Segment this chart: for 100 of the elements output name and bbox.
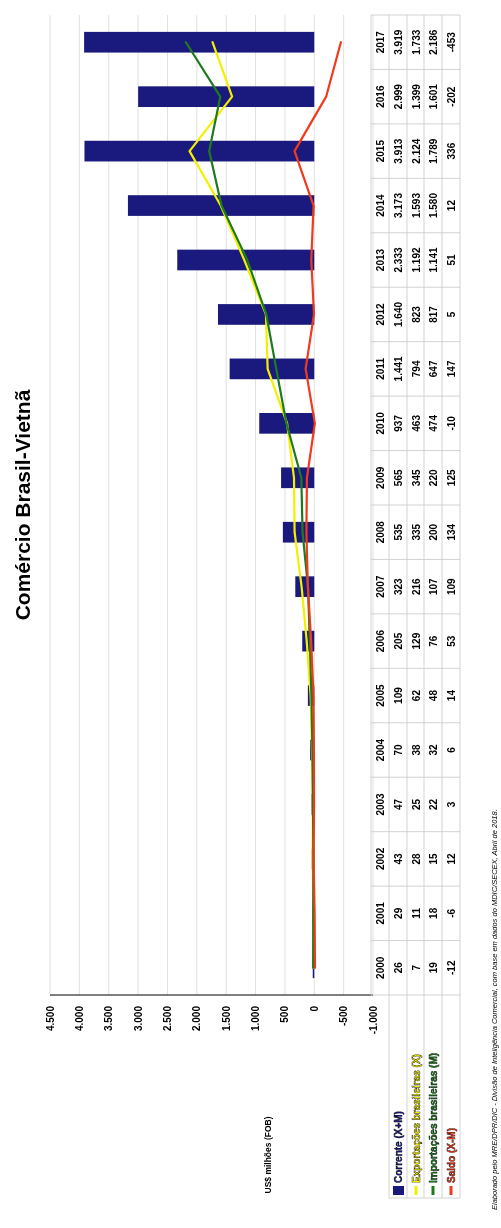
y-tick-label: 2000 xyxy=(374,956,386,979)
data-label: 794 xyxy=(410,360,422,378)
data-label: 11 xyxy=(410,907,422,919)
data-label: 535 xyxy=(392,523,404,541)
y-tick-label: 2006 xyxy=(374,629,386,653)
data-label: 51 xyxy=(445,254,457,266)
x-tick-label: -1.000 xyxy=(367,1005,379,1035)
x-tick-label: -500 xyxy=(338,1005,350,1027)
data-label: 463 xyxy=(410,414,422,432)
data-label: 109 xyxy=(445,577,457,596)
data-label: 345 xyxy=(410,469,422,487)
x-tick-label: 3.500 xyxy=(103,1005,115,1032)
x-tick-label: 500 xyxy=(279,1005,291,1023)
y-tick-label: 2007 xyxy=(374,575,386,598)
data-label: 6 xyxy=(445,746,457,753)
x-tick-label: 1.000 xyxy=(250,1005,262,1032)
x-tick-label: 4.000 xyxy=(73,1005,85,1032)
data-label: 43 xyxy=(392,852,404,865)
text: Comércio Brasil-Vietnã xyxy=(11,389,34,621)
data-label: 147 xyxy=(445,360,457,378)
data-label: 1.733 xyxy=(410,29,422,55)
y-tick-label: 2005 xyxy=(374,684,386,707)
data-label: 336 xyxy=(445,142,457,160)
text: Importações brasileiras (M) xyxy=(427,1052,439,1183)
data-label: 1.192 xyxy=(410,247,422,273)
x-tick-label: 2.500 xyxy=(161,1005,173,1032)
data-label: 1.640 xyxy=(392,301,404,327)
y-tick-label: 2008 xyxy=(374,520,386,544)
data-label: 7 xyxy=(410,964,422,971)
data-label: -6 xyxy=(445,908,457,918)
data-label: 3 xyxy=(445,801,457,808)
x-tick-label: 1.500 xyxy=(220,1005,232,1032)
data-label: 134 xyxy=(445,523,457,541)
data-label: 32 xyxy=(427,744,439,756)
x-tick-label: 4.500 xyxy=(44,1005,56,1032)
y-tick-label: 2010 xyxy=(374,411,386,435)
data-label: 12 xyxy=(445,199,457,212)
data-label: 565 xyxy=(392,469,404,487)
data-label: 109 xyxy=(392,686,404,704)
x-tick-label: 3.000 xyxy=(132,1005,144,1032)
data-label: 216 xyxy=(410,577,422,596)
data-label: 48 xyxy=(427,689,439,702)
text: Corrente (X+M) xyxy=(392,1111,404,1183)
data-label: 323 xyxy=(392,577,404,596)
data-label: 26 xyxy=(392,961,404,974)
data-label: 1.789 xyxy=(427,138,439,164)
data-label: 1.580 xyxy=(427,192,439,219)
y-tick-label: 2016 xyxy=(374,85,386,108)
data-label: 53 xyxy=(445,635,457,647)
data-label: 3.913 xyxy=(392,138,404,164)
y-tick-label: 2004 xyxy=(374,738,386,762)
data-label: 2.124 xyxy=(410,138,422,164)
data-label: 107 xyxy=(427,577,439,596)
data-label: 29 xyxy=(392,907,404,919)
data-label: 129 xyxy=(410,632,422,650)
text: Saldo (X-M) xyxy=(445,1128,457,1183)
data-label: 5 xyxy=(445,311,457,318)
data-label: -12 xyxy=(445,960,457,975)
data-label: 15 xyxy=(427,852,439,865)
data-label: 62 xyxy=(410,689,422,702)
data-label: 19 xyxy=(427,961,439,974)
data-label: 25 xyxy=(410,798,422,811)
data-label: 14 xyxy=(445,689,457,702)
data-label: -453 xyxy=(445,31,457,53)
data-label: 1.141 xyxy=(427,247,439,273)
y-tick-label: 2003 xyxy=(374,792,386,816)
x-tick-label: 2.000 xyxy=(191,1005,203,1032)
y-tick-label: 2015 xyxy=(374,139,386,163)
data-label: 28 xyxy=(410,852,422,865)
y-tick-label: 2012 xyxy=(374,302,386,326)
data-label: 817 xyxy=(427,305,439,323)
data-label: -202 xyxy=(445,86,457,107)
data-label: 1.399 xyxy=(410,83,422,110)
data-label: 3.919 xyxy=(392,29,404,55)
data-label: 1.441 xyxy=(392,355,404,382)
data-label: 474 xyxy=(427,414,439,432)
x-tick-label: 0 xyxy=(308,1005,320,1012)
data-label: 205 xyxy=(392,632,404,650)
data-label: 2.333 xyxy=(392,247,404,273)
data-label: 2.999 xyxy=(392,83,404,110)
data-label: 22 xyxy=(427,798,439,811)
data-label: 200 xyxy=(427,523,439,541)
data-label: 3.173 xyxy=(392,192,404,219)
data-label: 76 xyxy=(427,635,439,647)
text: Exportações brasileiras (X) xyxy=(410,1054,422,1183)
y-tick-label: 2013 xyxy=(374,248,386,272)
y-tick-label: 2002 xyxy=(374,847,386,871)
y-tick-label: 2001 xyxy=(374,901,386,925)
data-label: 125 xyxy=(445,469,457,487)
y-tick-label: 2009 xyxy=(374,466,386,489)
data-label: 937 xyxy=(392,414,404,432)
data-label: 647 xyxy=(427,360,439,378)
data-label: 335 xyxy=(410,523,422,541)
data-label: 12 xyxy=(445,852,457,865)
data-label: 2.186 xyxy=(427,29,439,55)
y-tick-label: 2011 xyxy=(374,357,386,380)
data-label: 47 xyxy=(392,798,404,811)
y-tick-label: 2014 xyxy=(374,194,386,217)
data-label: 1.601 xyxy=(427,83,439,110)
y-tick-label: 2017 xyxy=(374,30,386,54)
